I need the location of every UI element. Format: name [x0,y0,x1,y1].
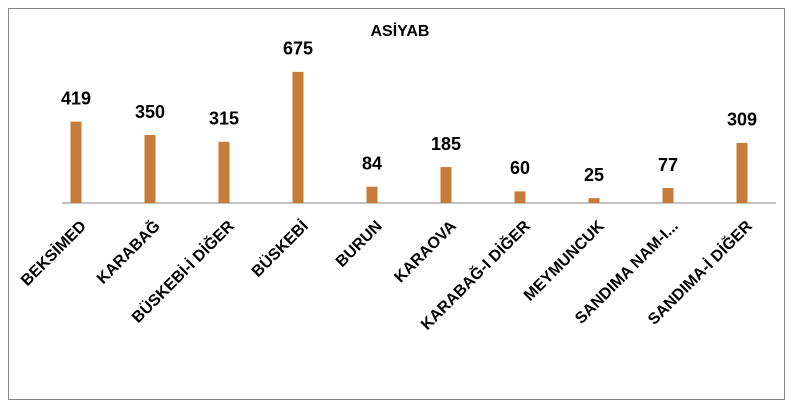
data-label: 350 [135,102,165,122]
bar [588,198,600,203]
data-label: 309 [727,110,757,130]
bar [292,71,304,203]
data-label: 675 [283,39,313,59]
data-label: 25 [584,165,604,185]
bar [736,142,748,203]
bar [144,135,156,203]
chart-frame [8,8,785,400]
bar [662,188,674,203]
bar [218,141,230,203]
data-label: 185 [431,134,461,154]
data-label: 84 [362,153,382,173]
data-label: 419 [61,88,91,108]
bar [366,186,378,203]
data-label: 315 [209,109,239,129]
data-label: 60 [510,158,530,178]
data-label: 77 [658,155,678,175]
bar [514,191,526,203]
bar [70,121,82,203]
bar [440,167,452,203]
chart-title: ASİYAB [371,22,430,40]
